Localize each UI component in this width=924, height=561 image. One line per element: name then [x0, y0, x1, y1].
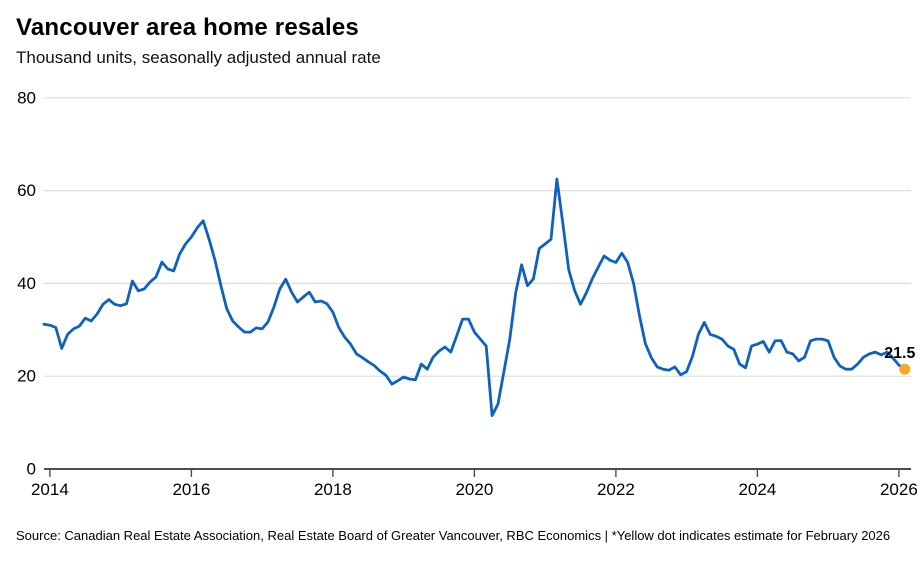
source-note: Source: Canadian Real Estate Association… [16, 528, 891, 543]
x-tick-label-2018: 2018 [314, 480, 352, 499]
x-tick-label-2022: 2022 [597, 480, 635, 499]
x-tick-label-2014: 2014 [31, 480, 69, 499]
y-tick-label-60: 60 [17, 181, 36, 200]
estimate-dot [899, 363, 911, 375]
y-tick-label-0: 0 [27, 460, 36, 479]
resales-series-line [42, 177, 907, 418]
x-tick-label-2016: 2016 [172, 480, 210, 499]
x-tick-label-2020: 2020 [455, 480, 493, 499]
y-tick-label-20: 20 [17, 367, 36, 386]
chart-title: Vancouver area home resales [16, 14, 359, 41]
estimate-value-label: 21.5 [884, 345, 915, 362]
y-tick-label-80: 80 [17, 88, 36, 107]
chart-subtitle: Thousand units, seasonally adjusted annu… [16, 48, 381, 67]
x-tick-label-2026: 2026 [880, 480, 918, 499]
y-tick-label-40: 40 [17, 274, 36, 293]
x-tick-label-2024: 2024 [738, 480, 776, 499]
